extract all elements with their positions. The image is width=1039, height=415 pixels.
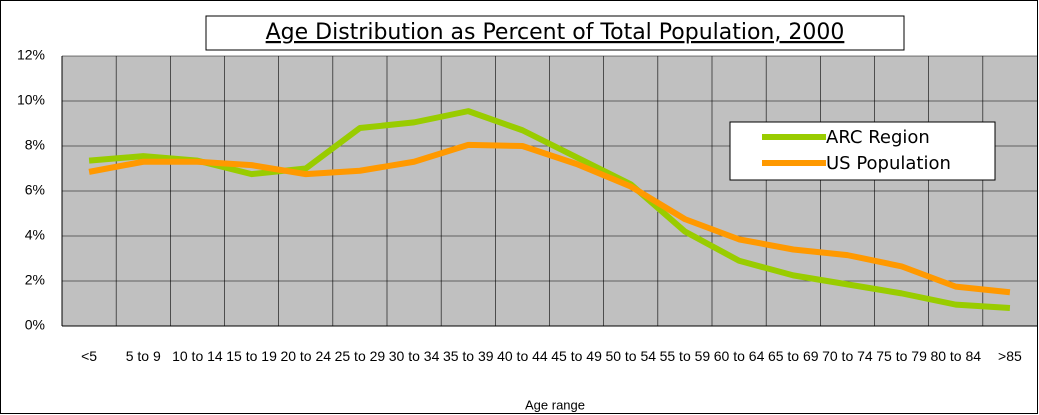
y-tick-label: 10%: [17, 92, 45, 108]
y-tick-label: 2%: [25, 272, 45, 288]
x-tick-label: 55 to 59: [659, 348, 711, 364]
x-tick-label: 25 to 29: [334, 348, 386, 364]
y-tick-label: 8%: [25, 137, 45, 153]
x-tick-label: 70 to 74: [822, 348, 873, 364]
x-tick-label: 50 to 54: [605, 348, 657, 364]
y-tick-label: 4%: [25, 227, 45, 243]
x-tick-label: 35 to 39: [442, 348, 494, 364]
y-tick-label: 12%: [17, 47, 45, 63]
x-tick-label: 10 to 14: [172, 348, 223, 364]
x-tick-label: 20 to 24: [280, 348, 332, 364]
line-series: [88, 108, 1011, 311]
x-tick-label: 30 to 34: [388, 348, 440, 364]
line-series: [88, 141, 1011, 296]
x-axis-label: Age range: [525, 397, 585, 412]
title-box: [205, 15, 905, 51]
legend-box: [729, 121, 996, 181]
x-tick-label: <5: [81, 348, 98, 364]
x-tick-label: 65 to 69: [767, 348, 819, 364]
y-tick-label: 0%: [25, 317, 45, 333]
x-tick-label: >85: [998, 348, 1022, 364]
x-tick-label: 60 to 64: [713, 348, 765, 364]
x-tick-label: 45 to 49: [551, 348, 602, 364]
x-tick-label: 75 to 79: [876, 348, 927, 364]
chart-title: Age Distribution as Percent of Total Pop…: [266, 20, 845, 45]
legend-label: US Population: [826, 153, 951, 174]
legend-label: ARC Region: [826, 127, 930, 148]
x-tick-label: 80 to 84: [930, 348, 982, 364]
y-tick-label: 6%: [25, 182, 45, 198]
x-tick-label: 15 to 19: [226, 348, 277, 364]
x-tick-label: 40 to 44: [497, 348, 548, 364]
x-tick-label: 5 to 9: [125, 348, 161, 364]
